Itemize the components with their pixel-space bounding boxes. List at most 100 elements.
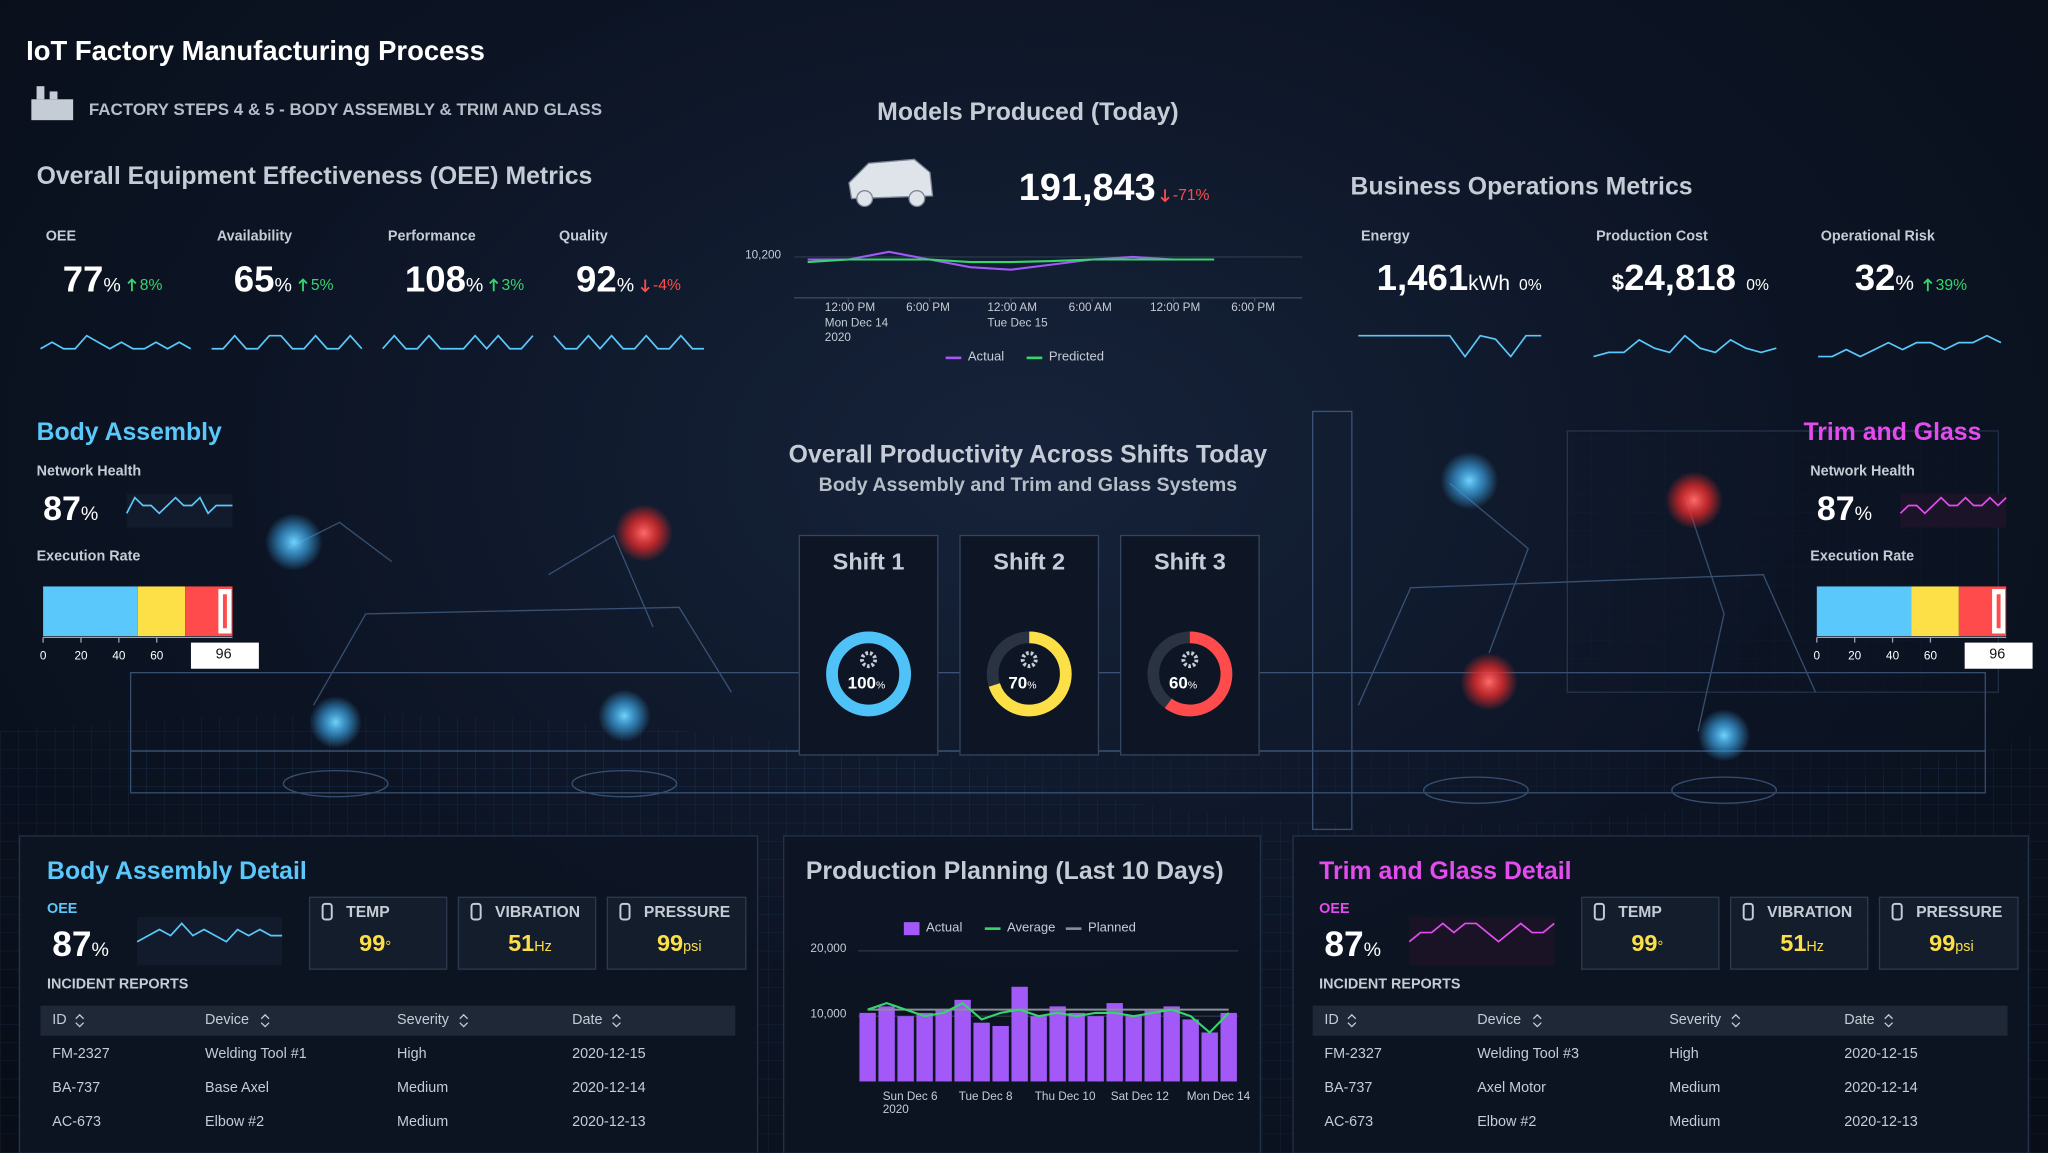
metric-value-part: %: [616, 274, 635, 297]
sensor-label: VIBRATION: [1767, 902, 1853, 921]
x-tick-label: 12:00 PM: [1149, 300, 1201, 314]
column-header: Date: [1844, 1012, 1875, 1028]
table-cell: 2020-12-14: [1844, 1080, 1918, 1096]
x-tick-label: 12:00 PM Mon Dec 14 2020: [824, 300, 889, 344]
sensor-value-part: 99: [1631, 929, 1658, 957]
table-cell: High: [1669, 1046, 1699, 1062]
sensor-icon: [470, 902, 482, 921]
sensor-icon: [619, 902, 631, 921]
sensor-value: 51 Hz: [1780, 930, 1824, 957]
sensor-value: 51 Hz: [508, 930, 552, 957]
metric-value-part: %: [465, 274, 484, 297]
table-cell: FM-2327: [1324, 1046, 1382, 1062]
legend-label: Predicted: [1048, 350, 1104, 365]
metric-value: 65%: [234, 259, 292, 301]
table-cell: BA-737: [52, 1080, 101, 1096]
station-title: Body Assembly: [36, 419, 222, 447]
sort-icon: [459, 1013, 469, 1028]
range-band: [1816, 586, 1912, 637]
table-cell: 2020-12-14: [572, 1080, 646, 1096]
shift-value-part: 60: [1168, 672, 1188, 693]
x-tick-label: 40: [112, 649, 126, 663]
bar: [1201, 1032, 1218, 1082]
change-value: -4%: [653, 275, 681, 294]
metric-value: $24,818: [1612, 257, 1736, 299]
table-cell: Welding Tool #1: [205, 1046, 307, 1062]
oee-value-part: 87: [1324, 924, 1364, 964]
shift-value-part: 70: [1008, 672, 1028, 693]
x-tick-label: 0: [39, 649, 47, 663]
table-cell: Medium: [397, 1080, 449, 1096]
station-label: Execution Rate: [36, 548, 141, 565]
legend-label: Actual: [926, 920, 963, 936]
range-band: [43, 586, 138, 637]
section-title: Production Planning (Last 10 Days): [805, 858, 1224, 886]
models-value: 191,843: [1018, 167, 1156, 209]
table-cell: Medium: [1669, 1114, 1721, 1130]
legend-label: Planned: [1087, 920, 1136, 936]
table-cell: 2020-12-15: [1844, 1046, 1918, 1062]
metric-label: Quality: [559, 228, 608, 245]
sensor-icon: [1891, 902, 1903, 921]
sensor-label: PRESSURE: [1916, 902, 2003, 921]
metric-label: OEE: [45, 228, 77, 245]
shift-value-part: %: [876, 679, 886, 691]
bar: [1068, 1012, 1085, 1082]
table-cell: 2020-12-13: [572, 1114, 646, 1130]
sensor-value-part: Hz: [534, 939, 552, 955]
bar: [1163, 1006, 1180, 1082]
table-cell: AC-673: [52, 1114, 101, 1130]
sensor-label: TEMP: [346, 902, 390, 921]
column-header: Device: [205, 1012, 249, 1028]
oee-value: 87%: [1324, 925, 1381, 965]
metric-value-part: 92: [575, 258, 617, 300]
line: [807, 258, 1215, 264]
sparkline: [1899, 496, 2007, 515]
table-cell: FM-2327: [52, 1046, 110, 1062]
table-cell: High: [397, 1046, 427, 1062]
x-tick-label: Sun Dec 6 2020: [882, 1089, 938, 1116]
sensor-value-part: psi: [683, 939, 702, 955]
bar: [1125, 1016, 1142, 1082]
column-header: ID: [52, 1012, 67, 1028]
sensor-value-part: °: [1657, 939, 1664, 955]
section-subtitle: Body Assembly and Trim and Glass Systems: [818, 474, 1238, 497]
sensor-icon: [1742, 902, 1754, 921]
metric-value-part: 77: [62, 258, 104, 300]
table-cell: Axel Motor: [1477, 1080, 1546, 1096]
sensor-icon: [321, 902, 333, 921]
metric-value: 1,461 kWh: [1377, 257, 1510, 299]
metric-label: Production Cost: [1596, 228, 1708, 245]
table-cell: Welding Tool #3: [1477, 1046, 1579, 1062]
x-tick-label: 20: [74, 649, 88, 663]
sparkline: [40, 334, 192, 350]
station-label: Network Health: [36, 463, 142, 480]
sort-icon: [612, 1013, 621, 1028]
metric-label: Performance: [387, 228, 476, 245]
change-value: 3%: [501, 275, 525, 294]
metric-value: 92%: [576, 259, 634, 301]
x-tick-label: Sat Dec 12: [1110, 1089, 1169, 1103]
column-header: Severity: [1669, 1012, 1722, 1028]
section-title: Overall Equipment Effectiveness (OEE) Me…: [36, 163, 593, 191]
metric-value: 77%: [63, 259, 121, 301]
bar: [916, 1012, 933, 1082]
incidents-title: INCIDENT REPORTS: [47, 976, 189, 993]
sensor-icon: [1593, 902, 1605, 921]
sort-icon: [1884, 1013, 1894, 1028]
gear-icon: [1020, 651, 1038, 669]
shift-name: Shift 2: [993, 548, 1066, 575]
line: [807, 250, 1215, 271]
sparkline: [382, 334, 534, 351]
metric-value-part: $: [1611, 270, 1625, 296]
trend-arrow: [489, 278, 499, 292]
bar: [935, 1009, 952, 1082]
donut-arc: [826, 631, 912, 717]
bar: [1049, 1006, 1066, 1082]
shift-value: 70%: [1008, 673, 1036, 693]
oee-value-part: %: [1363, 939, 1382, 962]
trend-arrow: [640, 279, 650, 293]
sparkline: [1358, 334, 1542, 359]
